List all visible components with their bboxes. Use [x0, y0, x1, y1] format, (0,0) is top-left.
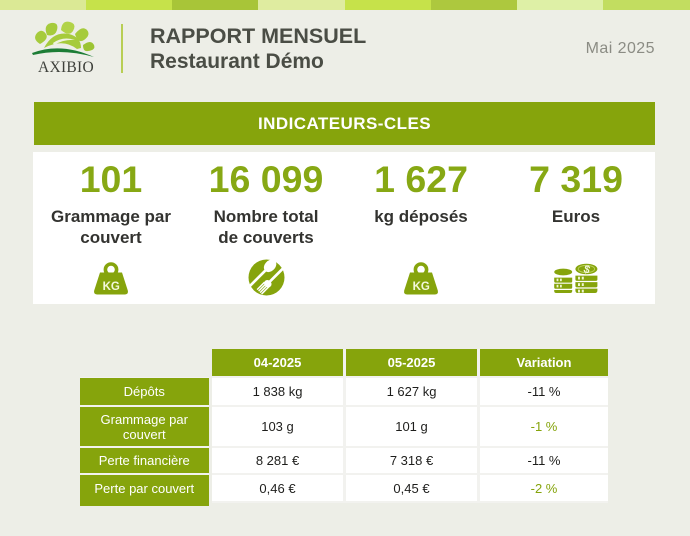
svg-text:$: $	[582, 263, 592, 276]
svg-text:KG: KG	[103, 281, 120, 293]
svg-text:KG: KG	[413, 281, 430, 293]
